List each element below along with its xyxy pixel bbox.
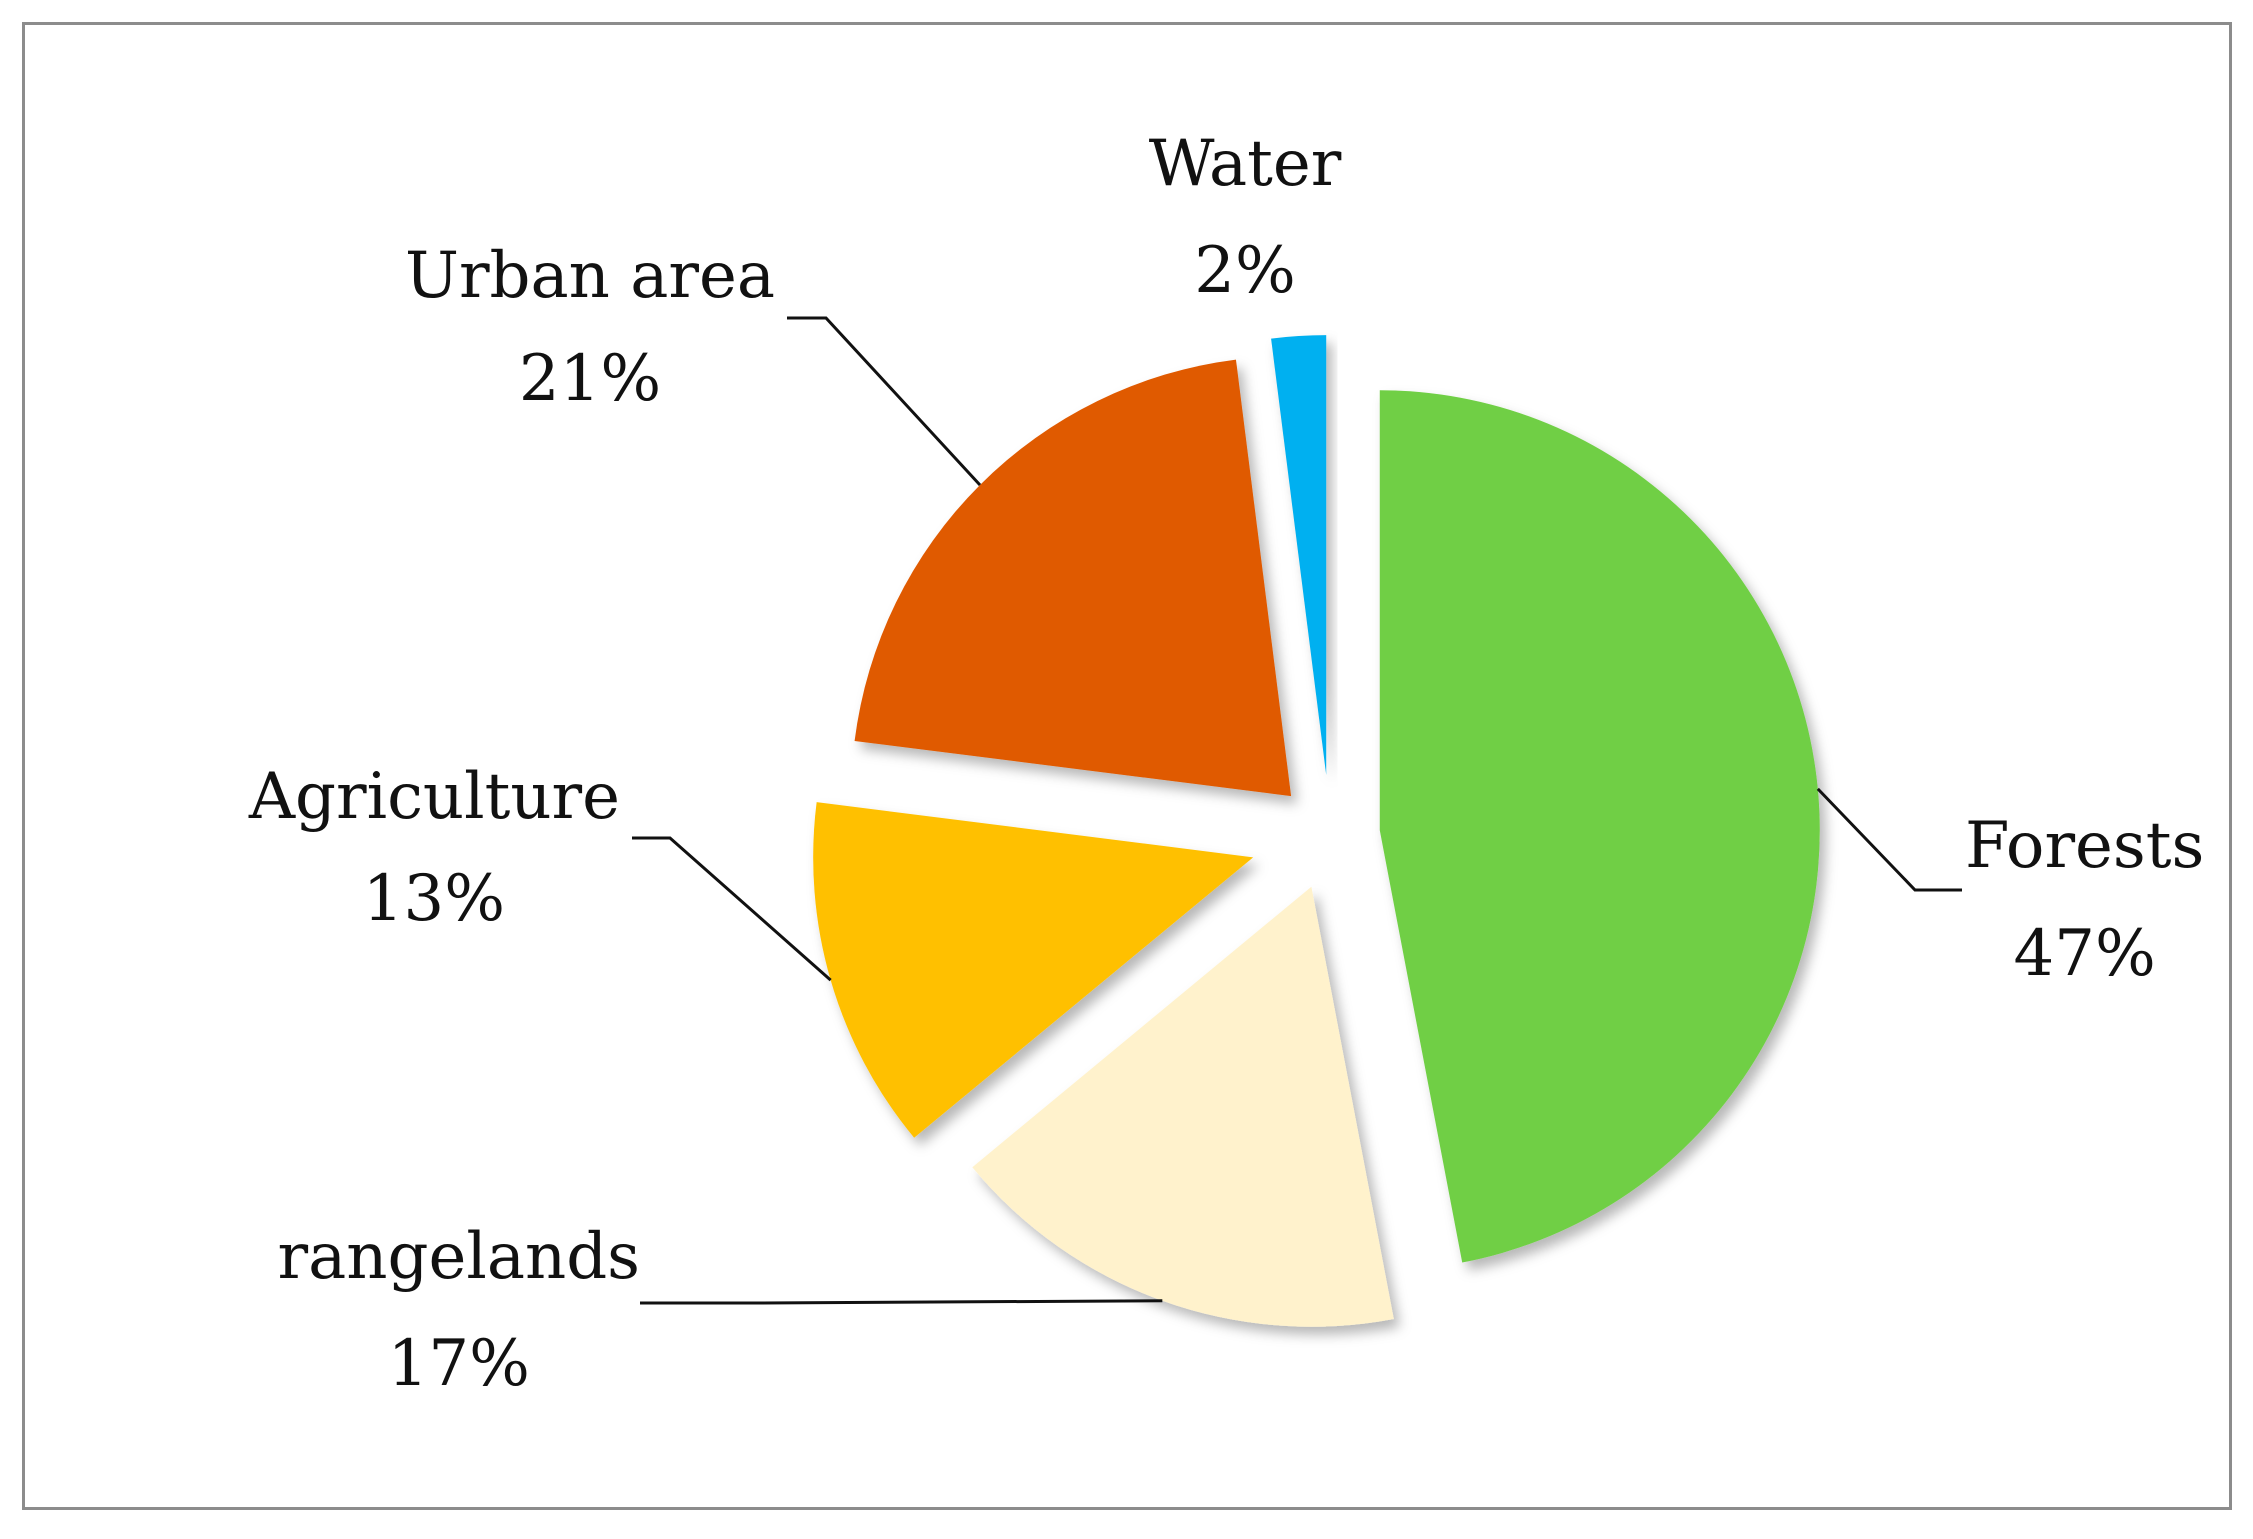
slice-label-agriculture: Agriculture: [248, 760, 620, 834]
pie-slice-agriculture: [813, 802, 1254, 1138]
slice-label-rangelands: rangelands: [278, 1220, 640, 1294]
leader-line-urban-area: [787, 316, 982, 486]
pie-slice-rangelands: [972, 886, 1394, 1327]
leader-line-forests: [1816, 787, 1962, 892]
pie-slice-water: [1271, 335, 1327, 776]
slice-label-forests: Forests: [1965, 809, 2204, 883]
slice-value-agriculture: 13%: [363, 862, 505, 936]
leader-line-rangelands: [640, 1299, 1163, 1305]
pie-slice-urban-area: [854, 359, 1292, 797]
slice-label-urban-area: Urban area: [405, 239, 775, 313]
slice-label-water: Water: [1149, 127, 1342, 201]
leader-line-agriculture: [632, 836, 832, 982]
slice-value-urban-area: 21%: [519, 342, 661, 416]
slice-value-forests: 47%: [2014, 917, 2156, 991]
slice-value-rangelands: 17%: [388, 1327, 530, 1401]
pie-slice-forests: [1379, 390, 1820, 1263]
slice-value-water: 2%: [1194, 234, 1296, 308]
